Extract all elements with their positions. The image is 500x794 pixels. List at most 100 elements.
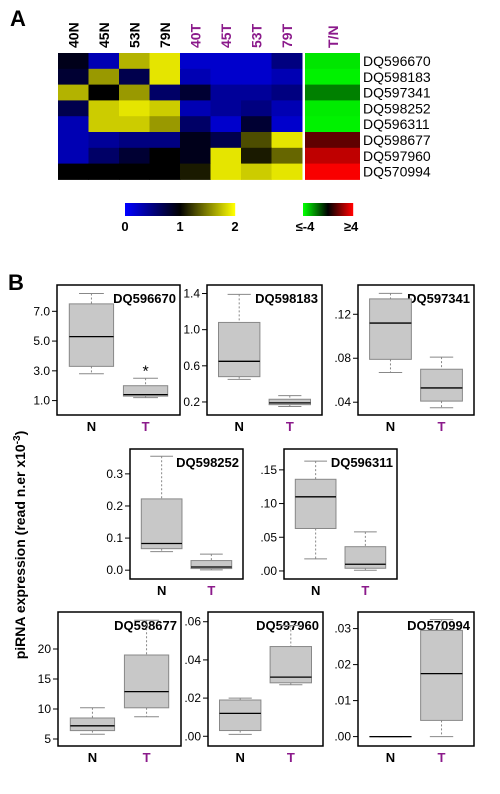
box-T: [269, 625, 313, 686]
scale1-segment: [136, 203, 138, 216]
box-rect: [190, 560, 233, 570]
scale1-segment: [149, 203, 151, 216]
category-label: N: [236, 750, 245, 765]
box-rect: [68, 303, 115, 367]
scale1-segment: [188, 203, 190, 216]
scale1-segment: [143, 203, 145, 216]
scale1-segment: [229, 203, 231, 216]
box-rect: [140, 498, 183, 550]
scale2-segment: [337, 203, 339, 216]
scale1-segment: [206, 203, 208, 216]
gene-label: DQ597960: [363, 148, 431, 164]
heatmap-cell: [180, 84, 211, 101]
y-tick-label: .04: [184, 653, 201, 667]
panel-b-ylabel: piRNA expression (read n.er x10-3): [12, 431, 29, 660]
y-tick-label: 15: [38, 672, 52, 686]
heatmap-cell: [241, 84, 272, 101]
heatmap-cell: [271, 100, 303, 117]
scale2-segment: [336, 203, 338, 216]
scale1-segment: [133, 203, 135, 216]
scale1-segment: [212, 203, 214, 216]
box-N: [369, 292, 412, 374]
scale1-segment: [137, 203, 139, 216]
scale1-segment: [207, 203, 209, 216]
heatmap-cell: [149, 53, 181, 70]
category-label: N: [311, 583, 320, 598]
box-T: [344, 531, 387, 571]
scale1-segment: [157, 203, 159, 216]
scale2-segment: [329, 203, 331, 216]
scale2-segment: [338, 203, 340, 216]
scale1-segment: [179, 203, 181, 216]
scale1-segment: [230, 203, 232, 216]
heatmap-cell: [210, 53, 242, 70]
heatmap-cell: [271, 116, 303, 133]
y-tick-label: .05: [260, 530, 277, 544]
y-tick-label: 0.1: [106, 531, 123, 545]
y-tick-label: .12: [334, 307, 351, 321]
category-label: T: [142, 419, 150, 434]
heatmap-cell: [149, 100, 181, 117]
scale1-segment: [140, 203, 142, 216]
y-tick-label: 20: [38, 642, 52, 656]
heatmap-cell: [241, 53, 272, 70]
scale1-segment: [165, 203, 167, 216]
scale1-segment: [126, 203, 128, 216]
heatmap-cell: [58, 68, 89, 86]
scale1-segment: [146, 203, 148, 216]
scale1-segment: [196, 203, 198, 216]
scale1-segment: [193, 203, 195, 216]
sample-label: 45N: [96, 22, 112, 48]
scale1-segment: [154, 203, 156, 216]
heatmap-cell: [88, 84, 120, 101]
scale1-segment: [184, 203, 186, 216]
scale1-segment: [175, 203, 177, 216]
heatmap-cell: [241, 100, 272, 117]
sample-label: 53N: [126, 22, 142, 48]
scale1-segment: [216, 203, 218, 216]
scale1-segment: [162, 203, 164, 216]
heatmap-cell: [58, 147, 89, 165]
scale1-tick: 0: [121, 219, 128, 234]
box-rect: [344, 546, 387, 569]
scale2-segment: [349, 203, 351, 216]
box-rect: [420, 368, 463, 402]
scale1-segment: [171, 203, 173, 216]
scale1-tick: 1: [176, 219, 183, 234]
tn-cell: [305, 163, 360, 180]
scale2-tick-low: ≤-4: [296, 219, 315, 234]
scale1-segment: [213, 203, 215, 216]
heatmap-cell: [241, 147, 272, 165]
y-tick-label: .03: [334, 622, 351, 636]
plot-title: DQ598183: [255, 291, 318, 306]
scale1-segment: [178, 203, 180, 216]
scale1-segment: [200, 203, 202, 216]
scale2-segment: [322, 203, 324, 216]
heatmap-cell: [241, 68, 272, 86]
y-tick-label: 0.2: [106, 499, 123, 513]
box-T: [190, 553, 233, 571]
y-tick-label: .01: [334, 694, 351, 708]
scale1-segment: [227, 203, 229, 216]
scale2-segment: [315, 203, 317, 216]
scale2-segment: [344, 203, 346, 216]
scale2-segment: [313, 203, 315, 216]
scale1-segment: [156, 203, 158, 216]
scale1-segment: [234, 203, 236, 216]
box-T: [268, 395, 312, 407]
heatmap-cell: [58, 100, 89, 117]
tn-cell: [305, 100, 360, 117]
scale1-segment: [166, 203, 168, 216]
box-rect: [218, 321, 261, 378]
box-T: [420, 619, 463, 738]
scale1-segment: [129, 203, 131, 216]
y-tick-label: 5.0: [33, 334, 50, 348]
scale1-segment: [169, 203, 171, 216]
gene-label: DQ596670: [363, 53, 431, 69]
y-tick-label: 1.0: [183, 323, 200, 337]
heatmap-cell: [58, 163, 89, 180]
scale2-segment: [347, 203, 349, 216]
tn-cell: [305, 53, 360, 70]
boxplot-dq570994: DQ570994 .03 .02 .01 .00 N T: [334, 611, 475, 765]
heatmap-cell: [271, 147, 303, 165]
